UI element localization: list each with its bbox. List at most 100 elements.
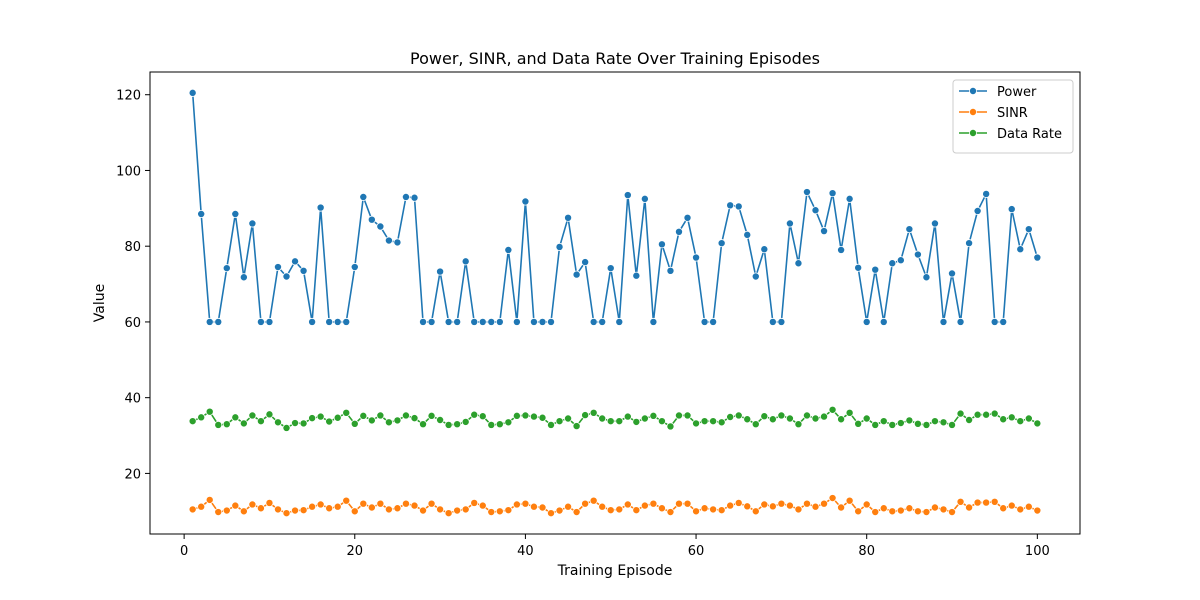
data-rate-point	[308, 414, 317, 423]
power-point	[555, 242, 564, 251]
power-point	[598, 317, 607, 326]
power-point	[222, 264, 231, 273]
data-rate-point	[495, 420, 504, 429]
power-point	[879, 317, 888, 326]
data-rate-line	[192, 408, 1038, 429]
sinr-point	[922, 508, 931, 517]
data-rate-point	[1033, 419, 1042, 428]
data-rate-point	[760, 412, 769, 421]
data-rate-point	[367, 416, 376, 425]
x-tick-label: 60	[688, 544, 705, 559]
power-point	[529, 317, 538, 326]
sinr-point	[700, 504, 709, 513]
data-rate-point	[393, 416, 402, 425]
power-point	[743, 230, 752, 239]
sinr-point	[401, 499, 410, 508]
y-tick-label: 120	[116, 89, 141, 104]
sinr-point	[410, 501, 419, 510]
sinr-point	[248, 500, 257, 509]
power-point	[726, 201, 735, 210]
x-axis: 0 20 40 60 80 100	[180, 534, 1050, 559]
sinr-point	[999, 504, 1008, 513]
power-point	[896, 256, 905, 265]
sinr-point	[751, 507, 760, 516]
power-point	[188, 88, 197, 97]
data-rate-point	[751, 420, 760, 429]
data-rate-point	[743, 415, 752, 424]
data-rate-point	[837, 415, 846, 424]
power-point	[291, 257, 300, 266]
sinr-point	[794, 505, 803, 514]
data-rate-point	[990, 409, 999, 418]
power-point	[623, 191, 632, 200]
sinr-point	[342, 496, 351, 505]
data-rate-point	[555, 417, 564, 426]
sinr-point	[871, 508, 880, 517]
sinr-point	[726, 501, 735, 510]
sinr-point	[529, 502, 538, 511]
sinr-point	[478, 501, 487, 510]
sinr-point	[291, 506, 300, 515]
sinr-point	[982, 498, 991, 507]
sinr-point	[444, 509, 453, 518]
y-tick-label: 40	[124, 392, 141, 407]
data-rate-point	[965, 416, 974, 425]
data-rate-point	[478, 412, 487, 421]
data-rate-point	[470, 410, 479, 419]
power-point	[547, 317, 556, 326]
power-point	[461, 257, 470, 266]
power-point	[973, 206, 982, 215]
sinr-point	[273, 505, 282, 514]
data-rate-point	[598, 414, 607, 423]
legend-marker-power	[969, 87, 978, 96]
data-rate-point	[1016, 417, 1025, 426]
data-rate-point	[444, 420, 453, 429]
power-point	[478, 317, 487, 326]
sinr-point	[325, 504, 334, 513]
power-point	[1016, 245, 1025, 254]
power-point	[948, 269, 957, 278]
data-rate-point	[547, 420, 556, 429]
sinr-point	[674, 499, 683, 508]
sinr-point	[367, 503, 376, 512]
power-point	[999, 317, 1008, 326]
sinr-point	[632, 506, 641, 515]
power-point	[401, 192, 410, 201]
data-rate-point	[692, 419, 701, 428]
sinr-point	[785, 501, 794, 510]
data-rate-point	[726, 412, 735, 421]
data-rate-point	[973, 410, 982, 419]
sinr-point	[1024, 502, 1033, 511]
power-point	[1024, 225, 1033, 234]
series-sinr	[188, 494, 1042, 518]
sinr-point	[419, 506, 428, 515]
data-rate-point	[291, 419, 300, 428]
sinr-point	[802, 499, 811, 508]
power-point	[640, 194, 649, 203]
power-point	[760, 245, 769, 254]
data-rate-point	[623, 412, 632, 421]
power-point	[965, 239, 974, 248]
sinr-point	[598, 502, 607, 511]
x-axis-label: Training Episode	[557, 563, 673, 579]
sinr-point	[547, 509, 556, 518]
data-rate-point	[359, 411, 368, 420]
plot-area	[188, 88, 1042, 518]
sinr-point	[427, 499, 436, 508]
power-point	[589, 317, 598, 326]
sinr-point	[436, 505, 445, 514]
y-tick-label: 20	[124, 467, 141, 482]
power-point	[316, 203, 325, 212]
data-rate-point	[564, 414, 573, 423]
data-rate-point	[854, 419, 863, 428]
x-tick-label: 80	[858, 544, 875, 559]
sinr-point	[512, 500, 521, 509]
sinr-point	[214, 508, 223, 517]
power-point	[205, 317, 214, 326]
power-point	[265, 317, 274, 326]
sinr-point	[333, 502, 342, 511]
data-rate-point	[581, 411, 590, 420]
sinr-point	[461, 505, 470, 514]
power-point	[256, 317, 265, 326]
sinr-point	[965, 503, 974, 512]
